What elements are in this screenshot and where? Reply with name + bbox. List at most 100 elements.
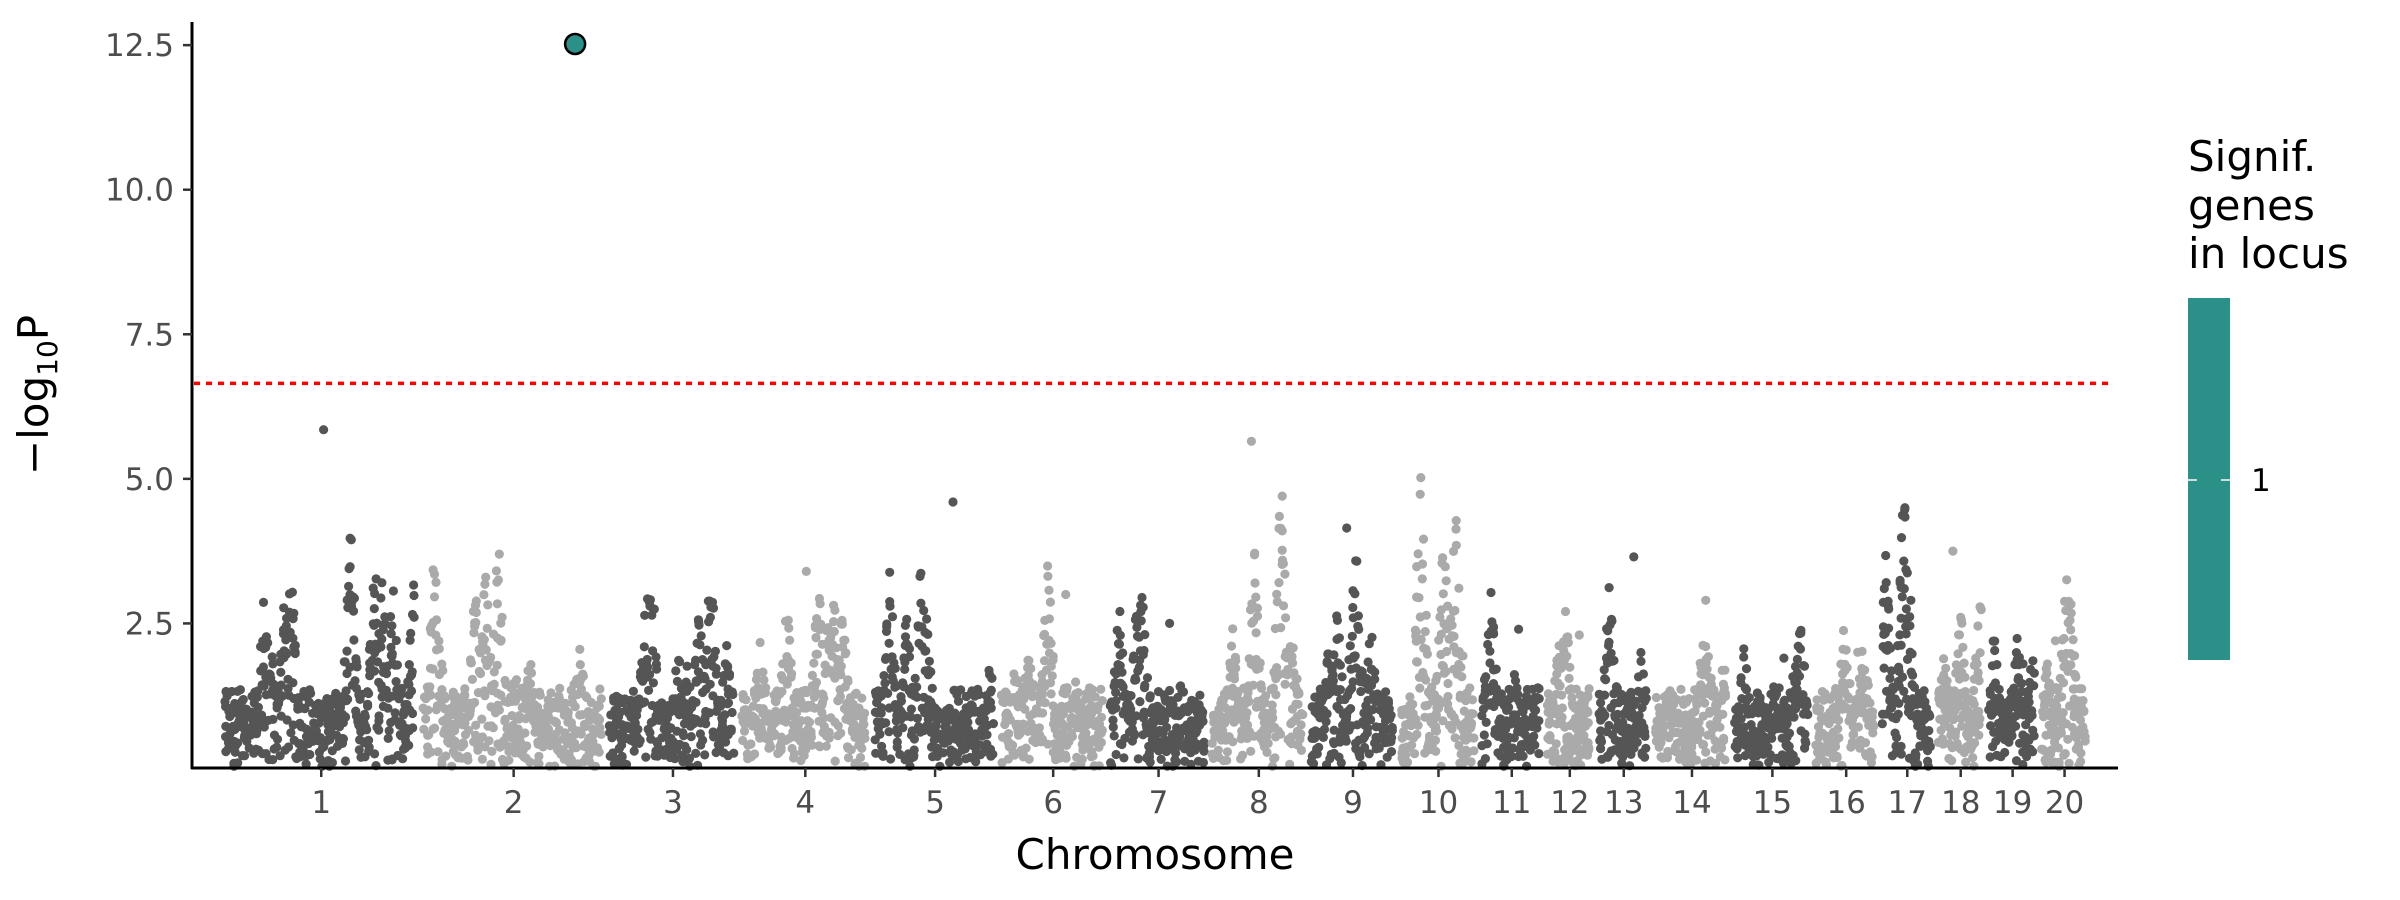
data-point xyxy=(344,581,354,592)
data-point xyxy=(1296,720,1306,730)
data-point xyxy=(1557,690,1567,700)
data-point xyxy=(1416,634,1426,645)
data-point xyxy=(898,723,908,733)
data-point xyxy=(1073,688,1083,698)
data-point xyxy=(467,674,477,685)
data-point xyxy=(348,592,358,602)
data-point xyxy=(2070,670,2080,680)
data-point xyxy=(441,751,451,761)
data-point xyxy=(1198,707,1208,717)
data-point xyxy=(1077,754,1087,764)
data-point xyxy=(1350,589,1360,599)
data-point xyxy=(1277,526,1287,536)
data-point xyxy=(1062,683,1072,693)
data-point xyxy=(1529,731,1539,741)
data-point xyxy=(698,735,708,745)
outlier-point xyxy=(645,601,655,611)
y-tick-label: 12.5 xyxy=(105,28,174,64)
data-point xyxy=(1171,757,1182,767)
data-point xyxy=(1088,751,1098,761)
data-point xyxy=(1640,731,1650,742)
data-point xyxy=(1353,611,1363,621)
legend-color-bar xyxy=(2188,298,2230,660)
data-point xyxy=(268,714,278,725)
chromosome-17-points xyxy=(1877,503,1935,771)
data-point xyxy=(1046,638,1056,649)
outlier-point xyxy=(1779,653,1789,663)
data-point xyxy=(1024,754,1034,764)
data-point xyxy=(1421,675,1431,685)
data-point xyxy=(833,721,843,731)
data-point xyxy=(1551,739,1561,749)
data-point xyxy=(2042,668,2052,679)
data-point xyxy=(684,753,695,764)
data-point xyxy=(533,702,543,712)
data-point xyxy=(315,754,325,764)
data-point xyxy=(237,751,248,761)
data-point xyxy=(595,684,605,694)
data-point xyxy=(383,733,393,744)
data-point xyxy=(836,661,846,672)
data-point xyxy=(1969,761,1979,771)
data-point xyxy=(984,665,994,676)
data-point xyxy=(469,628,479,638)
data-point xyxy=(645,728,655,738)
data-point xyxy=(722,641,732,651)
data-point xyxy=(362,687,372,697)
data-point xyxy=(1430,735,1441,746)
data-point xyxy=(370,749,380,759)
data-point xyxy=(429,592,440,602)
x-tick-label-10: 10 xyxy=(1419,785,1458,821)
data-point xyxy=(1145,691,1155,701)
data-point xyxy=(800,685,810,695)
data-point xyxy=(431,577,441,588)
data-point xyxy=(282,648,292,658)
data-point xyxy=(707,597,718,607)
data-point xyxy=(1899,556,1909,566)
data-point xyxy=(1000,687,1011,697)
data-point xyxy=(811,649,821,659)
data-point xyxy=(1115,606,1125,617)
data-point xyxy=(1905,621,1915,631)
data-point xyxy=(1274,511,1284,521)
outlier-point xyxy=(1853,647,1863,657)
data-point xyxy=(1350,651,1360,661)
data-point xyxy=(1468,709,1478,719)
chromosome-1-points xyxy=(220,425,419,771)
data-point xyxy=(811,633,821,643)
data-point xyxy=(1905,612,1915,622)
data-point xyxy=(1941,663,1951,673)
data-point xyxy=(1038,708,1048,718)
chromosome-9-points xyxy=(1306,523,1397,771)
data-point xyxy=(1583,718,1593,728)
data-point xyxy=(1795,644,1806,654)
data-point xyxy=(1345,641,1355,651)
data-point xyxy=(1469,746,1479,756)
data-point xyxy=(857,743,867,754)
data-point xyxy=(268,659,278,669)
data-point xyxy=(450,736,460,746)
data-point xyxy=(879,671,889,681)
data-point xyxy=(741,695,751,705)
data-point xyxy=(430,723,440,733)
data-point xyxy=(705,679,715,689)
outlier-point xyxy=(1342,523,1352,533)
data-point xyxy=(1744,693,1754,703)
data-point xyxy=(1534,749,1544,759)
data-point xyxy=(1924,709,1934,719)
data-point xyxy=(1229,674,1240,684)
data-point xyxy=(1008,740,1018,750)
chromosome-12-points xyxy=(1542,606,1594,771)
data-point xyxy=(1867,752,1877,762)
data-point xyxy=(648,678,659,688)
data-point xyxy=(645,669,655,680)
data-point xyxy=(1096,684,1106,694)
data-point xyxy=(570,702,580,712)
data-point xyxy=(807,740,817,750)
data-point xyxy=(462,751,472,762)
data-point xyxy=(1228,624,1238,634)
data-point xyxy=(956,685,966,695)
x-tick-label-17: 17 xyxy=(1888,785,1927,821)
data-point xyxy=(1097,696,1107,706)
